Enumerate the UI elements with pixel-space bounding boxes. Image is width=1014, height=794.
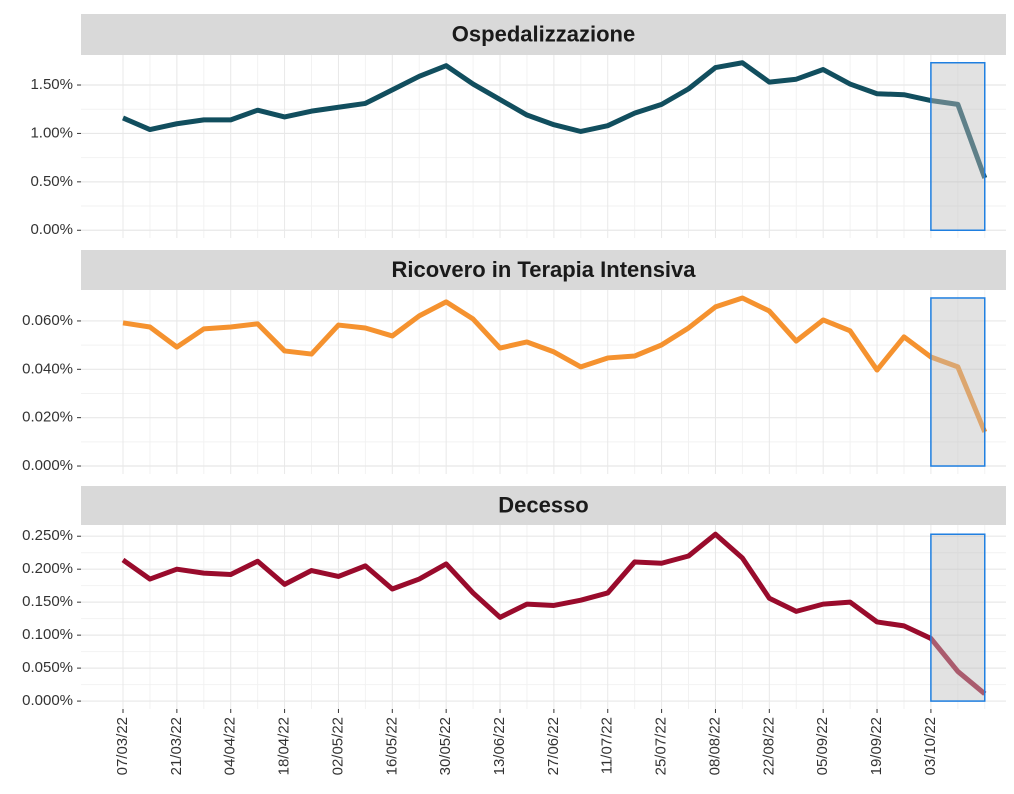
plot-bg	[81, 290, 1006, 474]
highlight-box	[930, 61, 986, 232]
x-tick-label: 13/06/22	[491, 717, 508, 775]
data-line	[121, 531, 987, 696]
y-tick-label: 0.060%	[22, 312, 73, 329]
x-tick-label: 30/05/22	[437, 717, 454, 775]
strip	[81, 486, 1006, 525]
highlight-box	[930, 533, 986, 702]
facet-title: Ricovero in Terapia Intensiva	[391, 257, 696, 282]
y-tick-label: 1.00%	[30, 124, 73, 141]
facet-title: Decesso	[498, 492, 589, 517]
x-tick-label: 16/05/22	[383, 717, 400, 775]
data-line	[122, 60, 988, 179]
x-tick-label: 19/09/22	[868, 717, 885, 775]
y-tick-label: 0.050%	[22, 659, 73, 676]
x-tick-label: 27/06/22	[545, 717, 562, 775]
y-tick-label: 0.020%	[22, 409, 73, 426]
x-tick-label: 07/03/22	[114, 717, 131, 775]
y-tick-label: 0.200%	[22, 560, 73, 577]
data-line	[122, 295, 988, 433]
x-tick-label: 08/08/22	[706, 717, 723, 775]
x-tick-label: 05/09/22	[814, 717, 831, 775]
highlight-box	[930, 297, 986, 467]
x-tick-label: 25/07/22	[653, 717, 670, 775]
x-tick-label: 18/04/22	[276, 717, 293, 775]
x-tick-label: 04/04/22	[222, 717, 239, 775]
y-tick-label: 0.50%	[30, 173, 73, 190]
y-tick-label: 0.250%	[22, 527, 73, 544]
y-tick-label: 1.50%	[30, 76, 73, 93]
strip	[81, 14, 1006, 55]
x-tick-label: 03/10/22	[922, 717, 939, 775]
plot-bg	[81, 525, 1006, 709]
y-tick-label: 0.150%	[22, 593, 73, 610]
x-tick-label: 11/07/22	[599, 717, 616, 774]
y-tick-label: 0.00%	[30, 221, 73, 238]
y-tick-label: 0.100%	[22, 626, 73, 643]
x-tick-label: 02/05/22	[329, 717, 346, 775]
x-tick-label: 21/03/22	[168, 717, 185, 775]
plot-bg	[81, 55, 1006, 238]
y-tick-label: 0.000%	[22, 457, 73, 474]
strip	[81, 250, 1006, 290]
facet-title: Ospedalizzazione	[452, 21, 635, 46]
x-tick-label: 22/08/22	[760, 717, 777, 775]
y-tick-label: 0.000%	[22, 692, 73, 709]
y-tick-label: 0.040%	[22, 360, 73, 377]
